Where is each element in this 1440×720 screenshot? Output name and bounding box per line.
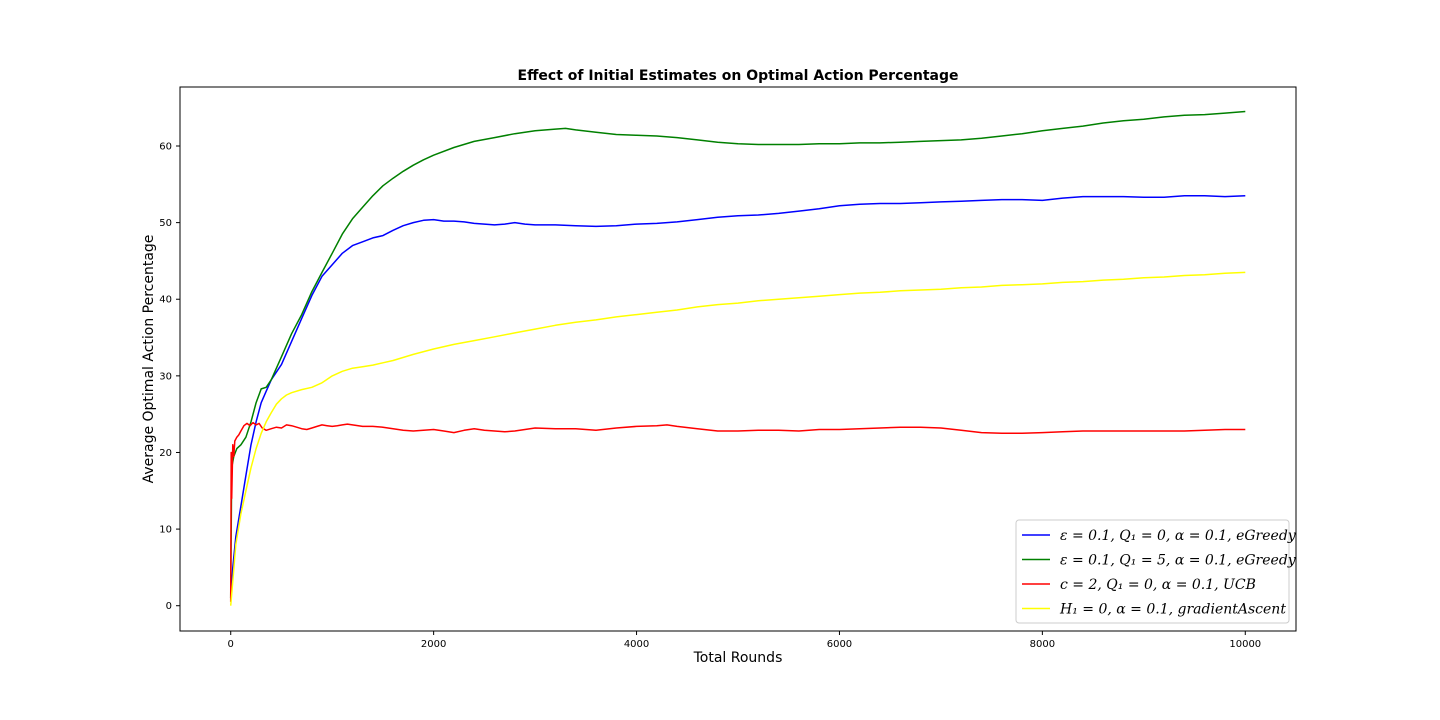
plot-frame [179,86,1297,632]
series-line-1 [229,195,1246,599]
legend-label: ε = 0.1, Q₁ = 5, α = 0.1, eGreedy [1060,553,1297,569]
x-axis-title: Total Rounds [693,650,783,666]
y-tick-label: 40 [159,295,172,306]
plot-series [229,110,1246,606]
x-tick-label: 2000 [421,639,446,650]
y-tick-label: 50 [159,218,172,229]
y-tick-label: 20 [159,448,172,459]
x-tick-label: 6000 [827,639,852,650]
axis-ticks: 0 2000 4000 6000 8000 10000 0 10 20 30 40 50 60 [159,141,1261,650]
legend-box [1015,519,1290,624]
x-tick-label: 8000 [1030,639,1055,650]
y-tick-label: 60 [159,141,172,152]
legend-label: H₁ = 0, α = 0.1, gradientAscent [1059,602,1286,618]
legend-label: c = 2, Q₁ = 0, α = 0.1, UCB [1060,577,1256,593]
chart-title: Effect of Initial Estimates on Optimal A… [518,68,959,84]
x-tick-label: 4000 [624,639,649,650]
series-line-4 [229,271,1246,606]
legend-label: ε = 0.1, Q₁ = 0, α = 0.1, eGreedy [1060,528,1297,544]
y-axis-title: Average Optimal Action Percentage [141,235,157,484]
series-line-3 [229,421,1246,602]
x-tick-label: 10000 [1229,639,1261,650]
legend: ε = 0.1, Q₁ = 0, α = 0.1, eGreedy ε = 0.1… [1015,519,1297,624]
y-tick-label: 30 [159,371,172,382]
y-tick-label: 0 [166,601,172,612]
y-tick-label: 10 [159,525,172,536]
x-tick-label: 0 [228,639,234,650]
series-line-2 [229,110,1246,599]
